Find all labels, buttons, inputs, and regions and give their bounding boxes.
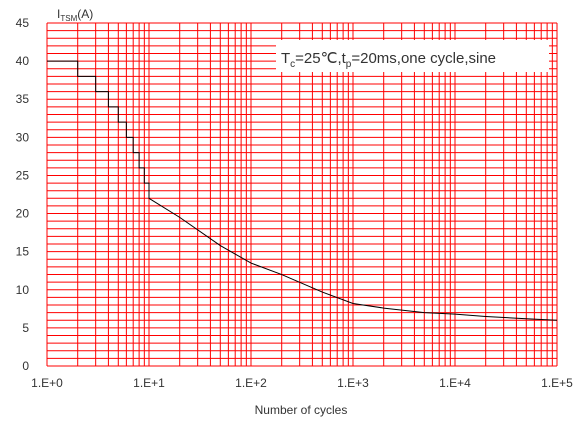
annotation-temp: =25℃,t — [295, 50, 346, 67]
y-tick-label: 20 — [16, 207, 30, 221]
annotation-sub-p: p — [346, 59, 352, 70]
annotation-T: T — [281, 50, 290, 67]
x-axis-label: Number of cycles — [255, 403, 348, 417]
y-tick-label: 30 — [16, 130, 30, 144]
y-tick-label: 15 — [16, 245, 30, 259]
y-axis-label-subscript: TSM — [60, 14, 77, 23]
y-tick-label: 35 — [16, 92, 30, 106]
y-axis-label: ITSM(A) — [57, 7, 93, 23]
y-tick-label: 0 — [22, 359, 29, 373]
y-tick-label: 45 — [16, 16, 30, 30]
y-tick-label: 10 — [16, 283, 30, 297]
x-tick-label: 1.E+2 — [235, 376, 267, 390]
x-tick-label: 1.E+4 — [439, 376, 471, 390]
annotation-sub-c: c — [290, 59, 295, 70]
y-axis-label-unit: (A) — [77, 7, 93, 21]
annotation-box — [276, 40, 549, 72]
x-tick-label: 1.E+1 — [133, 376, 165, 390]
tick-labels: 1.E+0 1.E+1 1.E+2 1.E+3 1.E+4 1.E+5 0 5 10 15 20 25… — [16, 16, 574, 390]
data-series-line — [47, 60, 558, 321]
y-tick-label: 40 — [16, 54, 30, 68]
x-tick-label: 1.E+3 — [337, 376, 369, 390]
plot-grid — [46, 22, 558, 367]
y-axis-label-symbol: I — [57, 7, 60, 21]
x-tick-label: 1.E+0 — [31, 376, 63, 390]
x-tick-label: 1.E+5 — [541, 376, 573, 390]
y-tick-label: 5 — [22, 321, 29, 335]
annotation-rest: =20ms,one cycle,sine — [351, 50, 496, 67]
y-tick-label: 25 — [16, 168, 30, 182]
annotation-text: Tc=25℃,tp=20ms,one cycle,sine — [281, 50, 496, 70]
